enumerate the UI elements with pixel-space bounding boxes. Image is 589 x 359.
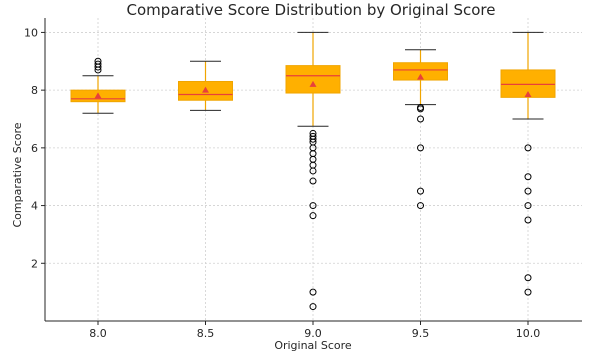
outlier-point [524,288,532,296]
y-axis-label: Comparative Score [11,122,24,227]
box-10-0 [500,31,556,296]
outlier-point [94,57,102,65]
mean-marker [524,90,532,97]
outlier-point [309,135,317,143]
y-tick-label: 10 [24,26,38,39]
y-tick-label: 4 [31,200,38,213]
outlier-point [417,105,424,113]
chart-title: Comparative Score Distribution by Origin… [127,1,496,19]
outlier-point [417,144,424,152]
outlier-point [524,216,532,224]
outlier-point [309,288,317,296]
mean-marker [417,73,424,80]
outlier-point [417,187,424,195]
box-8-0 [70,57,126,114]
iqr-box [285,65,341,94]
outlier-point [524,144,532,152]
outlier-point [524,187,532,195]
x-tick-label: 8.5 [197,327,215,340]
outlier-point [524,274,532,282]
outlier-point [309,167,317,175]
outlier-point [309,303,317,311]
x-tick-label: 10.0 [516,327,541,340]
plot-area [70,31,556,311]
mean-marker [309,80,317,87]
axes: 2 4 6 8 10 8.0 8.5 9.0 9.5 10.0 [24,18,582,340]
outlier-point [309,202,317,210]
box-9-0 [285,31,341,311]
iqr-box [393,62,448,81]
y-tick-label: 2 [31,257,38,270]
outlier-point [524,173,532,181]
y-tick-label: 6 [31,142,38,155]
outlier-point [309,212,317,220]
x-tick-label: 9.0 [304,327,322,340]
outlier-point [417,202,424,210]
mean-marker [94,92,102,99]
y-tick-label: 8 [31,84,38,97]
x-axis-label: Original Score [274,339,352,352]
box-9-5 [393,49,448,210]
mean-marker [202,86,209,93]
outlier-point [94,60,102,68]
x-tick-label: 8.0 [89,327,107,340]
outlier-point [309,177,317,185]
outlier-point [524,202,532,210]
outlier-point [417,115,424,123]
x-tick-label: 9.5 [412,327,430,340]
box-8-5 [178,60,233,111]
